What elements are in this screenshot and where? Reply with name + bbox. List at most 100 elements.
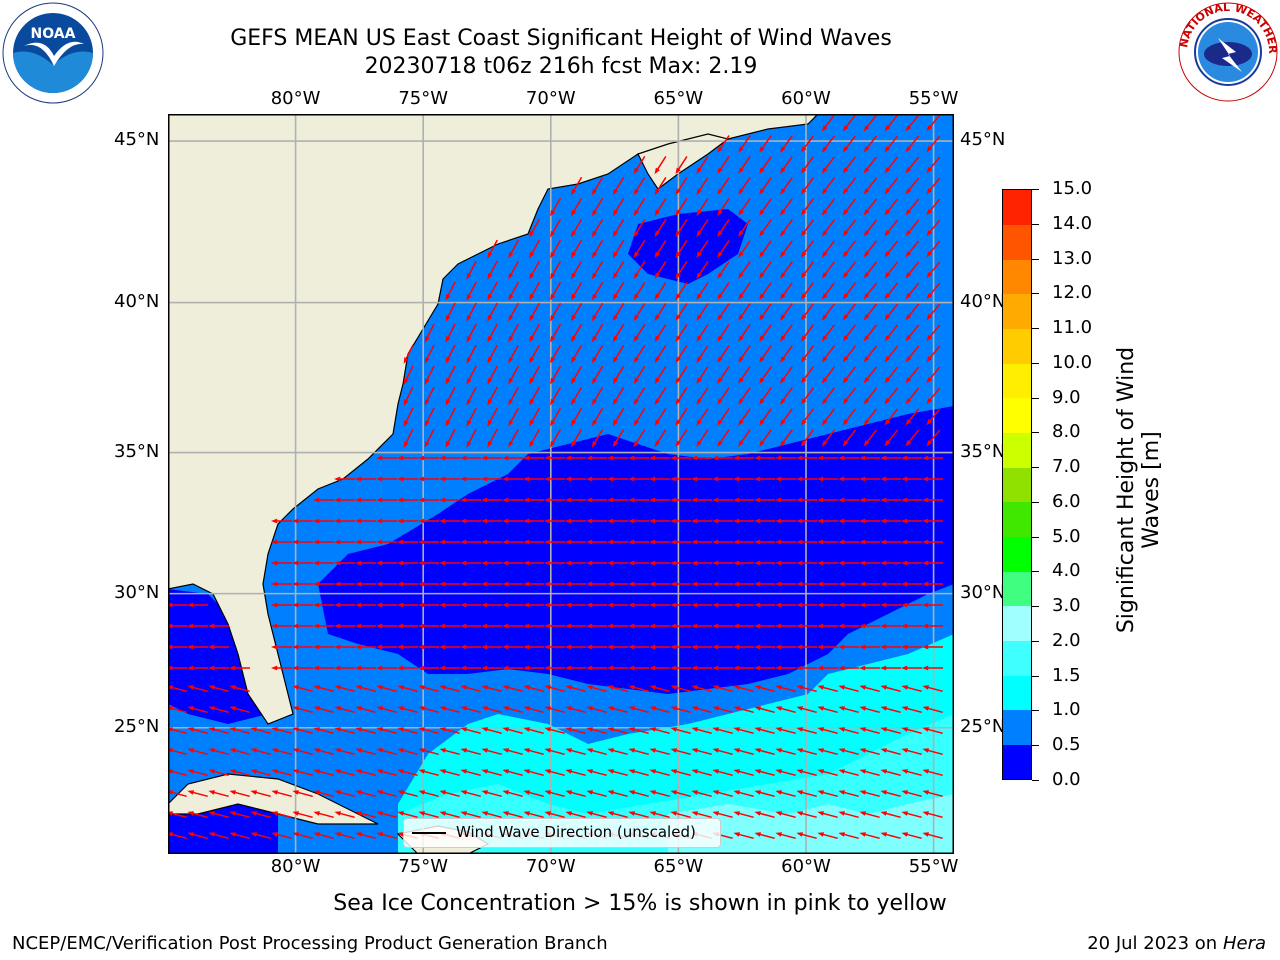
wave-direction-arrowhead: [523, 748, 531, 753]
wave-direction-arrowhead: [376, 706, 384, 711]
wave-direction-arrowhead: [817, 665, 824, 671]
wave-direction-arrowhead: [775, 748, 783, 753]
wave-direction-arrowhead: [355, 811, 363, 816]
wave-direction-arrowhead: [884, 440, 891, 447]
wave-direction-arrowhead: [696, 419, 702, 426]
wave-direction-arrowhead: [439, 602, 446, 608]
wave-direction-arrowhead: [591, 188, 598, 196]
wave-direction-arrowhead: [838, 455, 845, 461]
wave-direction-arrowhead: [738, 335, 744, 342]
wave-direction-arrowhead: [922, 623, 929, 629]
wave-direction-arrowhead: [439, 476, 446, 482]
wave-direction-arrowhead: [670, 623, 677, 629]
wave-direction-arrowhead: [800, 377, 807, 384]
wave-direction-arrowhead: [779, 293, 786, 300]
wave-direction-arrowhead: [884, 188, 891, 195]
wave-direction-arrowhead: [800, 272, 807, 279]
wave-direction-arrowhead: [691, 581, 698, 587]
wave-direction-arrowhead: [633, 356, 639, 364]
wave-direction-arrowhead: [779, 419, 786, 426]
wave-direction-arrowhead: [922, 602, 929, 608]
wave-direction-arrowhead: [544, 581, 551, 587]
wave-direction-arrowhead: [334, 539, 341, 545]
wave-direction-arrowhead: [754, 811, 762, 816]
wave-direction-arrowhead: [376, 811, 384, 816]
wave-direction-arrowhead: [880, 497, 887, 503]
wave-direction-arrowhead: [800, 209, 807, 216]
wave-direction-arrowhead: [586, 644, 593, 650]
wave-direction-arrowhead: [821, 293, 828, 300]
wave-direction-arrowhead: [250, 790, 258, 795]
wave-direction-arrowhead: [487, 398, 493, 406]
wave-direction-arrowhead: [838, 518, 845, 524]
wave-direction-arrowhead: [733, 769, 741, 774]
wave-direction-arrowhead: [607, 518, 614, 524]
wave-direction-arrowhead: [733, 644, 740, 650]
wave-direction-arrowhead: [691, 455, 698, 461]
wave-direction-arrowhead: [628, 497, 635, 503]
wave-direction-arrowhead: [481, 518, 488, 524]
wave-direction-arrowhead: [591, 293, 598, 301]
colorbar-band: [1003, 571, 1031, 607]
wave-direction-arrowhead: [670, 811, 678, 816]
wave-direction-arrowhead: [481, 685, 489, 690]
wave-direction-arrowhead: [271, 832, 279, 837]
wave-direction-arrowhead: [355, 581, 362, 587]
wave-direction-arrowhead: [859, 665, 866, 671]
colorbar-tick: [1032, 362, 1039, 364]
wave-direction-arrowhead: [863, 314, 870, 321]
wave-direction-arrowhead: [612, 440, 619, 448]
land-north-america: [168, 114, 819, 725]
wave-direction-arrowhead: [654, 314, 660, 322]
wave-direction-arrowhead: [922, 644, 929, 650]
wave-direction-arrowhead: [738, 398, 744, 405]
wave-direction-arrowhead: [460, 790, 468, 795]
wave-direction-arrowhead: [313, 769, 321, 774]
wave-direction-arrowhead: [926, 124, 933, 132]
wave-direction-arrowhead: [926, 439, 933, 447]
wave-direction-arrowhead: [821, 356, 828, 363]
wave-direction-arrowhead: [591, 377, 598, 385]
wave-direction-arrowhead: [926, 418, 933, 426]
wave-direction-arrowhead: [754, 769, 762, 774]
wave-direction-arrowhead: [863, 293, 870, 300]
wave-direction-arrowhead: [796, 832, 804, 837]
wave-direction-arrowhead: [759, 335, 765, 342]
wave-direction-arrowhead: [922, 706, 930, 711]
wave-direction-arrowhead: [842, 146, 849, 153]
wave-direction-arrowhead: [738, 314, 744, 321]
wave-direction-arrowhead: [880, 790, 888, 795]
wave-direction-arrowhead: [859, 727, 867, 732]
colorbar-tick-label: 6.0: [1052, 490, 1081, 512]
wave-direction-arrowhead: [376, 769, 384, 774]
wave-direction-arrowhead: [717, 398, 723, 405]
wave-direction-arrowhead: [460, 560, 467, 566]
wave-direction-arrowhead: [733, 811, 741, 816]
wave-direction-arrowhead: [418, 748, 426, 753]
wave-direction-arrowhead: [779, 188, 786, 195]
colorbar: [1002, 189, 1032, 780]
wave-direction-arrowhead: [187, 769, 195, 774]
wave-direction-arrowhead: [565, 811, 573, 816]
wave-direction-arrowhead: [859, 560, 866, 566]
wave-direction-arrowhead: [863, 146, 870, 153]
colorbar-band: [1003, 605, 1031, 641]
wave-direction-arrowhead: [628, 727, 636, 732]
wave-direction-arrowhead: [460, 665, 467, 671]
wave-direction-arrowhead: [250, 727, 258, 732]
wave-direction-arrowhead: [691, 790, 699, 795]
wave-direction-arrowhead: [187, 665, 194, 671]
wave-direction-arrowhead: [691, 811, 699, 816]
wave-direction-arrowhead: [334, 476, 341, 482]
wave-direction-arrowhead: [654, 209, 660, 217]
wave-direction-arrowhead: [859, 518, 866, 524]
wave-direction-arrowhead: [796, 811, 804, 816]
wave-direction-arrowhead: [397, 769, 405, 774]
wave-direction-arrowhead: [397, 539, 404, 545]
wave-direction-arrowhead: [922, 727, 930, 732]
wave-direction-arrowhead: [523, 685, 531, 690]
wave-direction-arrowhead: [901, 769, 909, 774]
wave-direction-arrowhead: [796, 769, 804, 774]
wave-direction-arrowhead: [717, 251, 723, 258]
wave-direction-arrowhead: [445, 441, 451, 448]
